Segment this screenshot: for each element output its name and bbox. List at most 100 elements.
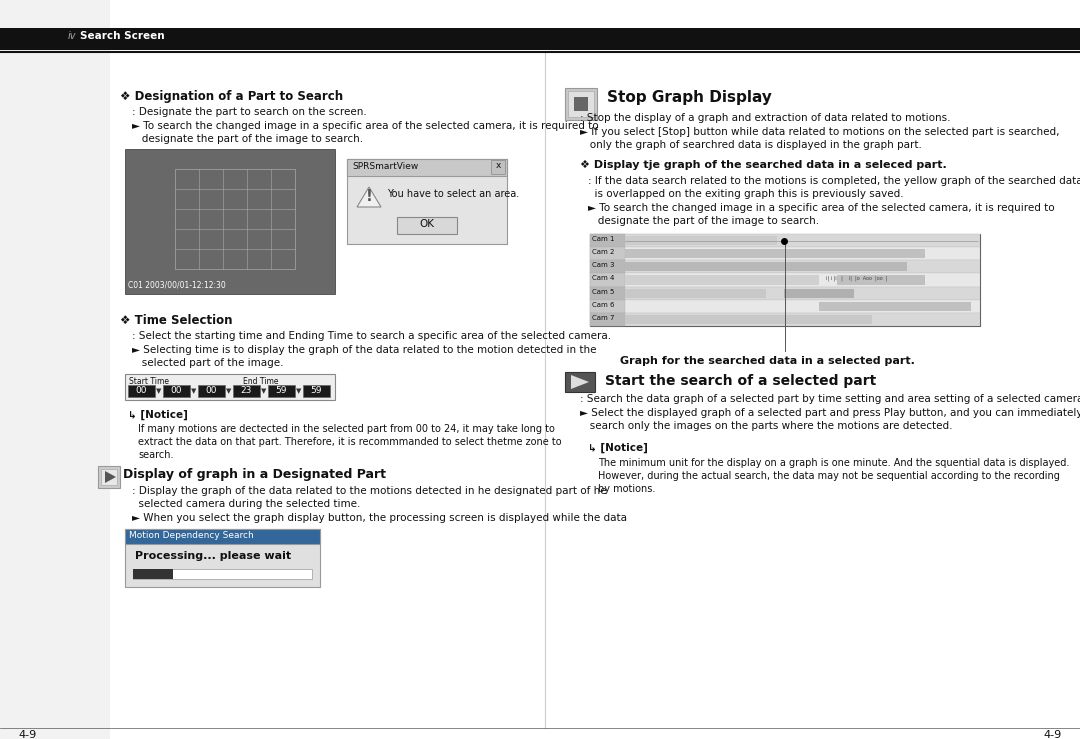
Text: 00: 00 — [171, 386, 181, 395]
Text: by motions.: by motions. — [598, 484, 656, 494]
Bar — [590, 313, 980, 326]
Text: 59: 59 — [310, 386, 322, 395]
Text: : Search the data graph of a selected part by time setting and area setting of a: : Search the data graph of a selected pa… — [580, 394, 1080, 404]
Text: ▼: ▼ — [157, 388, 162, 394]
Bar — [163, 385, 190, 397]
Text: ► If you select [Stop] button while data related to motions on the selected part: ► If you select [Stop] button while data… — [580, 127, 1059, 137]
Text: Processing... please wait: Processing... please wait — [135, 551, 292, 561]
Text: Start the search of a selected part: Start the search of a selected part — [605, 374, 876, 388]
Bar — [590, 300, 980, 313]
Text: OK: OK — [419, 219, 434, 229]
Text: Search Screen: Search Screen — [80, 31, 164, 41]
Text: : Select the starting time and Ending Time to search a specific area of the sele: : Select the starting time and Ending Ti… — [132, 331, 611, 341]
Text: ❖ Designation of a Part to Search: ❖ Designation of a Part to Search — [120, 90, 343, 103]
Text: ▼: ▼ — [191, 388, 197, 394]
Text: Cam 4: Cam 4 — [592, 276, 615, 282]
Text: selected part of the image.: selected part of the image. — [132, 358, 283, 368]
Bar — [590, 247, 980, 260]
Text: ► To search the changed image in a specific area of the selected camera, it is r: ► To search the changed image in a speci… — [588, 203, 1055, 213]
Bar — [590, 313, 625, 326]
Text: : Stop the display of a graph and extraction of data related to motions.: : Stop the display of a graph and extrac… — [580, 113, 950, 123]
Bar — [590, 234, 625, 247]
Bar — [573, 97, 588, 111]
Text: only the graph of searchred data is displayed in the graph part.: only the graph of searchred data is disp… — [580, 140, 922, 150]
Bar — [0, 28, 1080, 50]
Bar — [625, 262, 907, 271]
Bar — [125, 149, 335, 294]
Text: ▼: ▼ — [296, 388, 301, 394]
Text: : Designate the part to search on the screen.: : Designate the part to search on the sc… — [132, 107, 367, 117]
Text: ↳ [Notice]: ↳ [Notice] — [129, 410, 188, 420]
Bar — [491, 160, 505, 174]
Bar — [268, 385, 295, 397]
Text: If many motions are dectected in the selected part from 00 to 24, it may take lo: If many motions are dectected in the sel… — [138, 424, 555, 434]
Text: ❖ Display tje graph of the searched data in a seleced part.: ❖ Display tje graph of the searched data… — [580, 160, 947, 170]
Bar — [590, 273, 980, 287]
Bar — [125, 529, 320, 587]
Text: Cam 6: Cam 6 — [592, 302, 615, 307]
Text: Stop Graph Display: Stop Graph Display — [607, 90, 772, 105]
Bar — [819, 302, 971, 311]
Bar — [590, 260, 980, 273]
Text: search.: search. — [138, 450, 174, 460]
Text: ▼: ▼ — [227, 388, 232, 394]
Text: extract the data on that part. Therefore, it is recommmanded to select thetme zo: extract the data on that part. Therefore… — [138, 437, 562, 447]
Text: : If the data search related to the motions is completed, the yellow graph of th: : If the data search related to the moti… — [588, 176, 1080, 186]
Text: ▼: ▼ — [261, 388, 267, 394]
Bar — [590, 234, 980, 247]
Bar — [125, 529, 320, 544]
Text: search only the images on the parts where the motions are detected.: search only the images on the parts wher… — [580, 421, 953, 431]
Bar — [590, 300, 625, 313]
Bar — [625, 236, 777, 245]
Text: End Time: End Time — [243, 377, 279, 386]
Text: Cam 5: Cam 5 — [592, 288, 615, 295]
Bar — [590, 287, 980, 300]
Text: 4-9: 4-9 — [18, 730, 37, 739]
Text: x: x — [496, 161, 501, 170]
Text: 4-9: 4-9 — [1043, 730, 1062, 739]
Bar — [198, 385, 225, 397]
Bar — [590, 234, 980, 326]
Bar — [625, 249, 926, 259]
Text: ► When you select the graph display button, the processing screen is displayed w: ► When you select the graph display butt… — [132, 513, 627, 523]
Text: 59: 59 — [275, 386, 287, 395]
Text: ► Selecting time is to display the graph of the data related to the motion detec: ► Selecting time is to display the graph… — [132, 345, 596, 355]
Bar — [625, 288, 766, 298]
Text: SPRSmartView: SPRSmartView — [352, 162, 418, 171]
Text: Display of graph in a Designated Part: Display of graph in a Designated Part — [123, 468, 386, 481]
Polygon shape — [357, 187, 381, 207]
Text: 00: 00 — [205, 386, 217, 395]
Text: designate the part of the image to search.: designate the part of the image to searc… — [132, 134, 363, 144]
Bar — [175, 169, 295, 269]
Text: The minimum unit for the display on a graph is one minute. And the squential dat: The minimum unit for the display on a gr… — [598, 458, 1069, 468]
Text: ↳ [Notice]: ↳ [Notice] — [588, 443, 648, 453]
Bar — [625, 315, 873, 324]
Text: designate the part of the image to search.: designate the part of the image to searc… — [588, 216, 819, 226]
Text: Cam 7: Cam 7 — [592, 315, 615, 321]
Bar — [133, 569, 312, 579]
Bar — [837, 276, 926, 285]
Text: i| i |i   |    i|  |o  Aoo  |oo  |: i| i |i | i| |o Aoo |oo | — [826, 276, 888, 281]
Bar — [784, 288, 854, 298]
Bar — [233, 385, 260, 397]
Text: C01 2003/00/01-12:12:30: C01 2003/00/01-12:12:30 — [129, 281, 226, 290]
Text: Motion Dependency Search: Motion Dependency Search — [129, 531, 254, 540]
Text: Cam 3: Cam 3 — [592, 262, 615, 268]
Bar — [98, 466, 120, 488]
Bar — [590, 273, 625, 287]
Bar — [397, 217, 457, 234]
Bar — [102, 469, 117, 485]
Bar — [568, 91, 594, 117]
Text: Graph for the searched data in a selected part.: Graph for the searched data in a selecte… — [620, 356, 915, 366]
Bar — [303, 385, 330, 397]
Text: ► To search the changed image in a specific area of the selected camera, it is r: ► To search the changed image in a speci… — [132, 121, 598, 131]
Text: selected camera during the selected time.: selected camera during the selected time… — [132, 499, 361, 509]
Polygon shape — [571, 375, 589, 389]
Text: You have to select an area.: You have to select an area. — [387, 189, 519, 199]
Bar — [125, 374, 335, 400]
Text: iv: iv — [68, 31, 77, 41]
Bar — [565, 372, 595, 392]
Text: 23: 23 — [241, 386, 252, 395]
Bar — [129, 385, 156, 397]
Text: is overlapped on the exiting graph this is previously saved.: is overlapped on the exiting graph this … — [588, 189, 904, 199]
